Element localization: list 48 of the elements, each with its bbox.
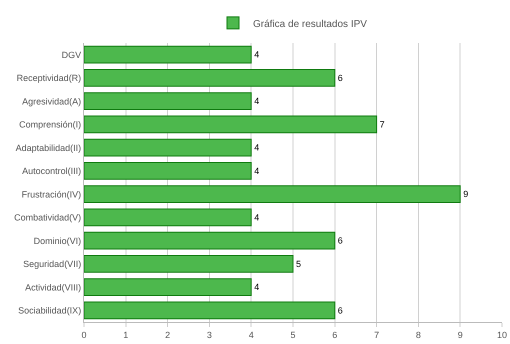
data-label: 4 <box>254 96 260 106</box>
bar <box>84 69 336 87</box>
x-tick-label: 5 <box>290 330 296 340</box>
data-label: 6 <box>338 236 343 246</box>
y-tick-label: DGV <box>62 50 82 60</box>
data-label: 7 <box>380 119 385 130</box>
data-label: 6 <box>338 305 343 316</box>
data-label: 9 <box>463 189 468 200</box>
y-tick-label: Actividad(VIII) <box>25 282 82 292</box>
legend-label: Gráfica de resultados IPV <box>253 18 368 30</box>
bar <box>84 255 294 273</box>
bar <box>84 302 336 320</box>
bar <box>84 116 378 134</box>
data-label: 6 <box>338 72 343 83</box>
y-tick-label: Comprensión(I) <box>19 120 82 130</box>
y-tick-label: Seguridad(VII) <box>23 259 82 270</box>
data-label: 4 <box>254 282 260 292</box>
x-tick-label: 0 <box>81 330 87 340</box>
y-tick-label: Agresividad(A) <box>22 96 82 106</box>
y-tick-label: Sociabilidad(IX) <box>18 306 82 316</box>
data-label: 5 <box>296 258 302 269</box>
y-tick-label: Receptividad(R) <box>16 73 82 84</box>
bar <box>84 92 252 110</box>
data-label: 4 <box>254 212 260 222</box>
data-label: 4 <box>254 142 260 153</box>
y-tick-label: Autocontrol(III) <box>22 166 82 176</box>
bar <box>84 185 461 203</box>
x-tick-label: 7 <box>374 330 380 340</box>
data-label: 4 <box>254 166 260 176</box>
bar <box>84 46 252 64</box>
bar <box>84 232 336 250</box>
x-tick-label: 9 <box>458 330 463 340</box>
x-tick-label: 2 <box>165 330 170 340</box>
x-tick-label: 6 <box>332 330 338 340</box>
bar <box>84 138 252 156</box>
x-tick-label: 10 <box>496 330 508 340</box>
data-label: 4 <box>254 50 260 60</box>
x-tick-label: 1 <box>123 330 128 340</box>
x-tick-label: 3 <box>206 330 212 340</box>
bar <box>84 278 252 296</box>
y-tick-label: Adaptabilidad(II) <box>16 142 82 153</box>
bar <box>84 208 252 226</box>
y-tick-label: Dominio(VI) <box>34 236 82 246</box>
y-tick-label: Frustración(IV) <box>22 189 82 200</box>
y-tick-label: Combatividad(V) <box>14 212 82 223</box>
x-tick-label: 4 <box>248 330 254 340</box>
x-tick-label: 8 <box>416 330 421 340</box>
bar <box>84 162 252 180</box>
